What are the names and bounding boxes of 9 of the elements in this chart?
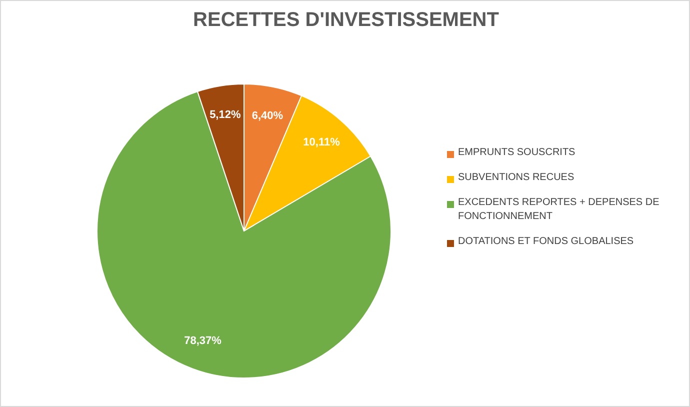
- data-label: 5,12%: [210, 108, 241, 121]
- legend-label: SUBVENTIONS RECUES: [458, 171, 574, 185]
- legend-label: EXCEDENTS REPORTES + DEPENSES DE FONCTIONNEMENT: [458, 196, 660, 224]
- data-label: 78,37%: [184, 335, 222, 348]
- data-label: 6,40%: [252, 110, 284, 122]
- chart-title: RECETTES D'INVESTISSEMENT: [192, 9, 500, 32]
- data-label: 10,11%: [303, 136, 340, 149]
- legend-label: EMPRUNTS SOUSCRITS: [458, 146, 576, 160]
- legend-label: DOTATIONS ET FONDS GLOBALISES: [458, 235, 634, 249]
